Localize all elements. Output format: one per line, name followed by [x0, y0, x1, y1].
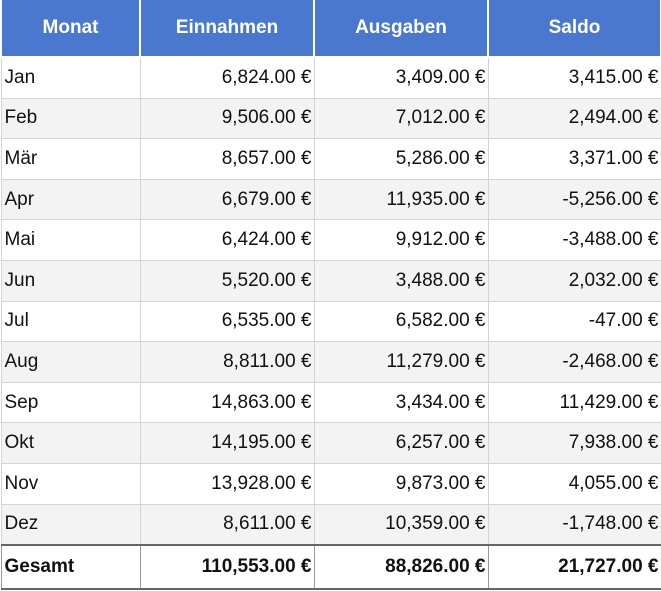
- amount-cell: 8,811.00 €: [139, 341, 315, 383]
- table-row: Apr 6,679.00 €11,935.00 € -5,256.00 €: [0, 178, 661, 221]
- column-header: Ausgaben: [313, 0, 489, 58]
- amount-cell: 6,535.00 €: [139, 300, 315, 343]
- table-row: Jun 5,520.00 €3,488.00 €2,032.00 €: [0, 259, 661, 302]
- amount-cell: 3,371.00 €: [487, 138, 661, 180]
- amount-cell: 3,434.00 €: [313, 381, 489, 424]
- amount-cell: 6,257.00 €: [313, 422, 489, 464]
- table-row: Jul 6,535.00 €6,582.00 € -47.00 €: [0, 300, 661, 343]
- amount-cell: -3,488.00 €: [487, 219, 661, 261]
- month-cell: Okt: [0, 422, 141, 464]
- month-cell: Aug: [0, 341, 141, 383]
- table-row: Feb 9,506.00 €7,012.00 €2,494.00 €: [0, 97, 661, 140]
- month-cell: Mai: [0, 219, 141, 261]
- column-header: Saldo: [487, 0, 661, 58]
- amount-cell: 11,429.00 €: [487, 381, 661, 424]
- amount-cell: 3,409.00 €: [313, 56, 489, 99]
- table-row: Nov 13,928.00 €9,873.00 €4,055.00 €: [0, 462, 661, 505]
- table-row: Dez 8,611.00 €10,359.00 € -1,748.00 €: [0, 503, 661, 546]
- amount-cell: 11,279.00 €: [313, 341, 489, 383]
- amount-cell: 14,863.00 €: [139, 381, 315, 424]
- amount-cell: 8,657.00 €: [139, 138, 315, 180]
- amount-cell: -47.00 €: [487, 300, 661, 343]
- amount-cell: 6,424.00 €: [139, 219, 315, 261]
- amount-cell: 7,012.00 €: [313, 97, 489, 140]
- month-cell: Jan: [0, 56, 141, 99]
- month-cell: Jun: [0, 259, 141, 302]
- table-row: Aug 8,811.00 €11,279.00 € -2,468.00 €: [0, 341, 661, 383]
- table-row: Okt 14,195.00 €6,257.00 €7,938.00 €: [0, 422, 661, 464]
- amount-cell: 10,359.00 €: [313, 503, 489, 546]
- amount-cell: 14,195.00 €: [139, 422, 315, 464]
- header-row: Monat Einnahmen Ausgaben Saldo: [0, 0, 661, 58]
- amount-cell: 2,494.00 €: [487, 97, 661, 140]
- table-row: Jan 6,824.00 €3,409.00 €3,415.00 €: [0, 56, 661, 99]
- month-cell: Mär: [0, 138, 141, 180]
- total-row: Gesamt 110,553.00 €88,826.00 €21,727.00 €: [0, 544, 661, 591]
- amount-cell: -2,468.00 €: [487, 341, 661, 383]
- amount-cell: 2,032.00 €: [487, 259, 661, 302]
- table-row: Mär 8,657.00 €5,286.00 €3,371.00 €: [0, 138, 661, 180]
- amount-cell: 9,873.00 €: [313, 462, 489, 505]
- amount-cell: 4,055.00 €: [487, 462, 661, 505]
- amount-cell: 13,928.00 €: [139, 462, 315, 505]
- amount-cell: 11,935.00 €: [313, 178, 489, 221]
- amount-cell: 7,938.00 €: [487, 422, 661, 464]
- total-cell: 88,826.00 €: [313, 544, 489, 591]
- amount-cell: 5,520.00 €: [139, 259, 315, 302]
- amount-cell: 9,912.00 €: [313, 219, 489, 261]
- month-cell: Feb: [0, 97, 141, 140]
- month-cell: Nov: [0, 462, 141, 505]
- table-row: Mai 6,424.00 €9,912.00 € -3,488.00 €: [0, 219, 661, 261]
- amount-cell: 5,286.00 €: [313, 138, 489, 180]
- amount-cell: 8,611.00 €: [139, 503, 315, 546]
- month-cell: Apr: [0, 178, 141, 221]
- column-header: Monat: [0, 0, 141, 58]
- month-cell: Dez: [0, 503, 141, 546]
- amount-cell: 6,679.00 €: [139, 178, 315, 221]
- amount-cell: 6,824.00 €: [139, 56, 315, 99]
- total-cell: 110,553.00 €: [139, 544, 315, 591]
- month-cell: Jul: [0, 300, 141, 343]
- table-row: Sep 14,863.00 €3,434.00 €11,429.00 €: [0, 381, 661, 424]
- total-cell: 21,727.00 €: [487, 544, 661, 591]
- column-header: Einnahmen: [139, 0, 315, 58]
- amount-cell: -1,748.00 €: [487, 503, 661, 546]
- amount-cell: -5,256.00 €: [487, 178, 661, 221]
- amount-cell: 3,415.00 €: [487, 56, 661, 99]
- total-label: Gesamt: [0, 544, 141, 591]
- amount-cell: 9,506.00 €: [139, 97, 315, 140]
- month-cell: Sep: [0, 381, 141, 424]
- amount-cell: 3,488.00 €: [313, 259, 489, 302]
- amount-cell: 6,582.00 €: [313, 300, 489, 343]
